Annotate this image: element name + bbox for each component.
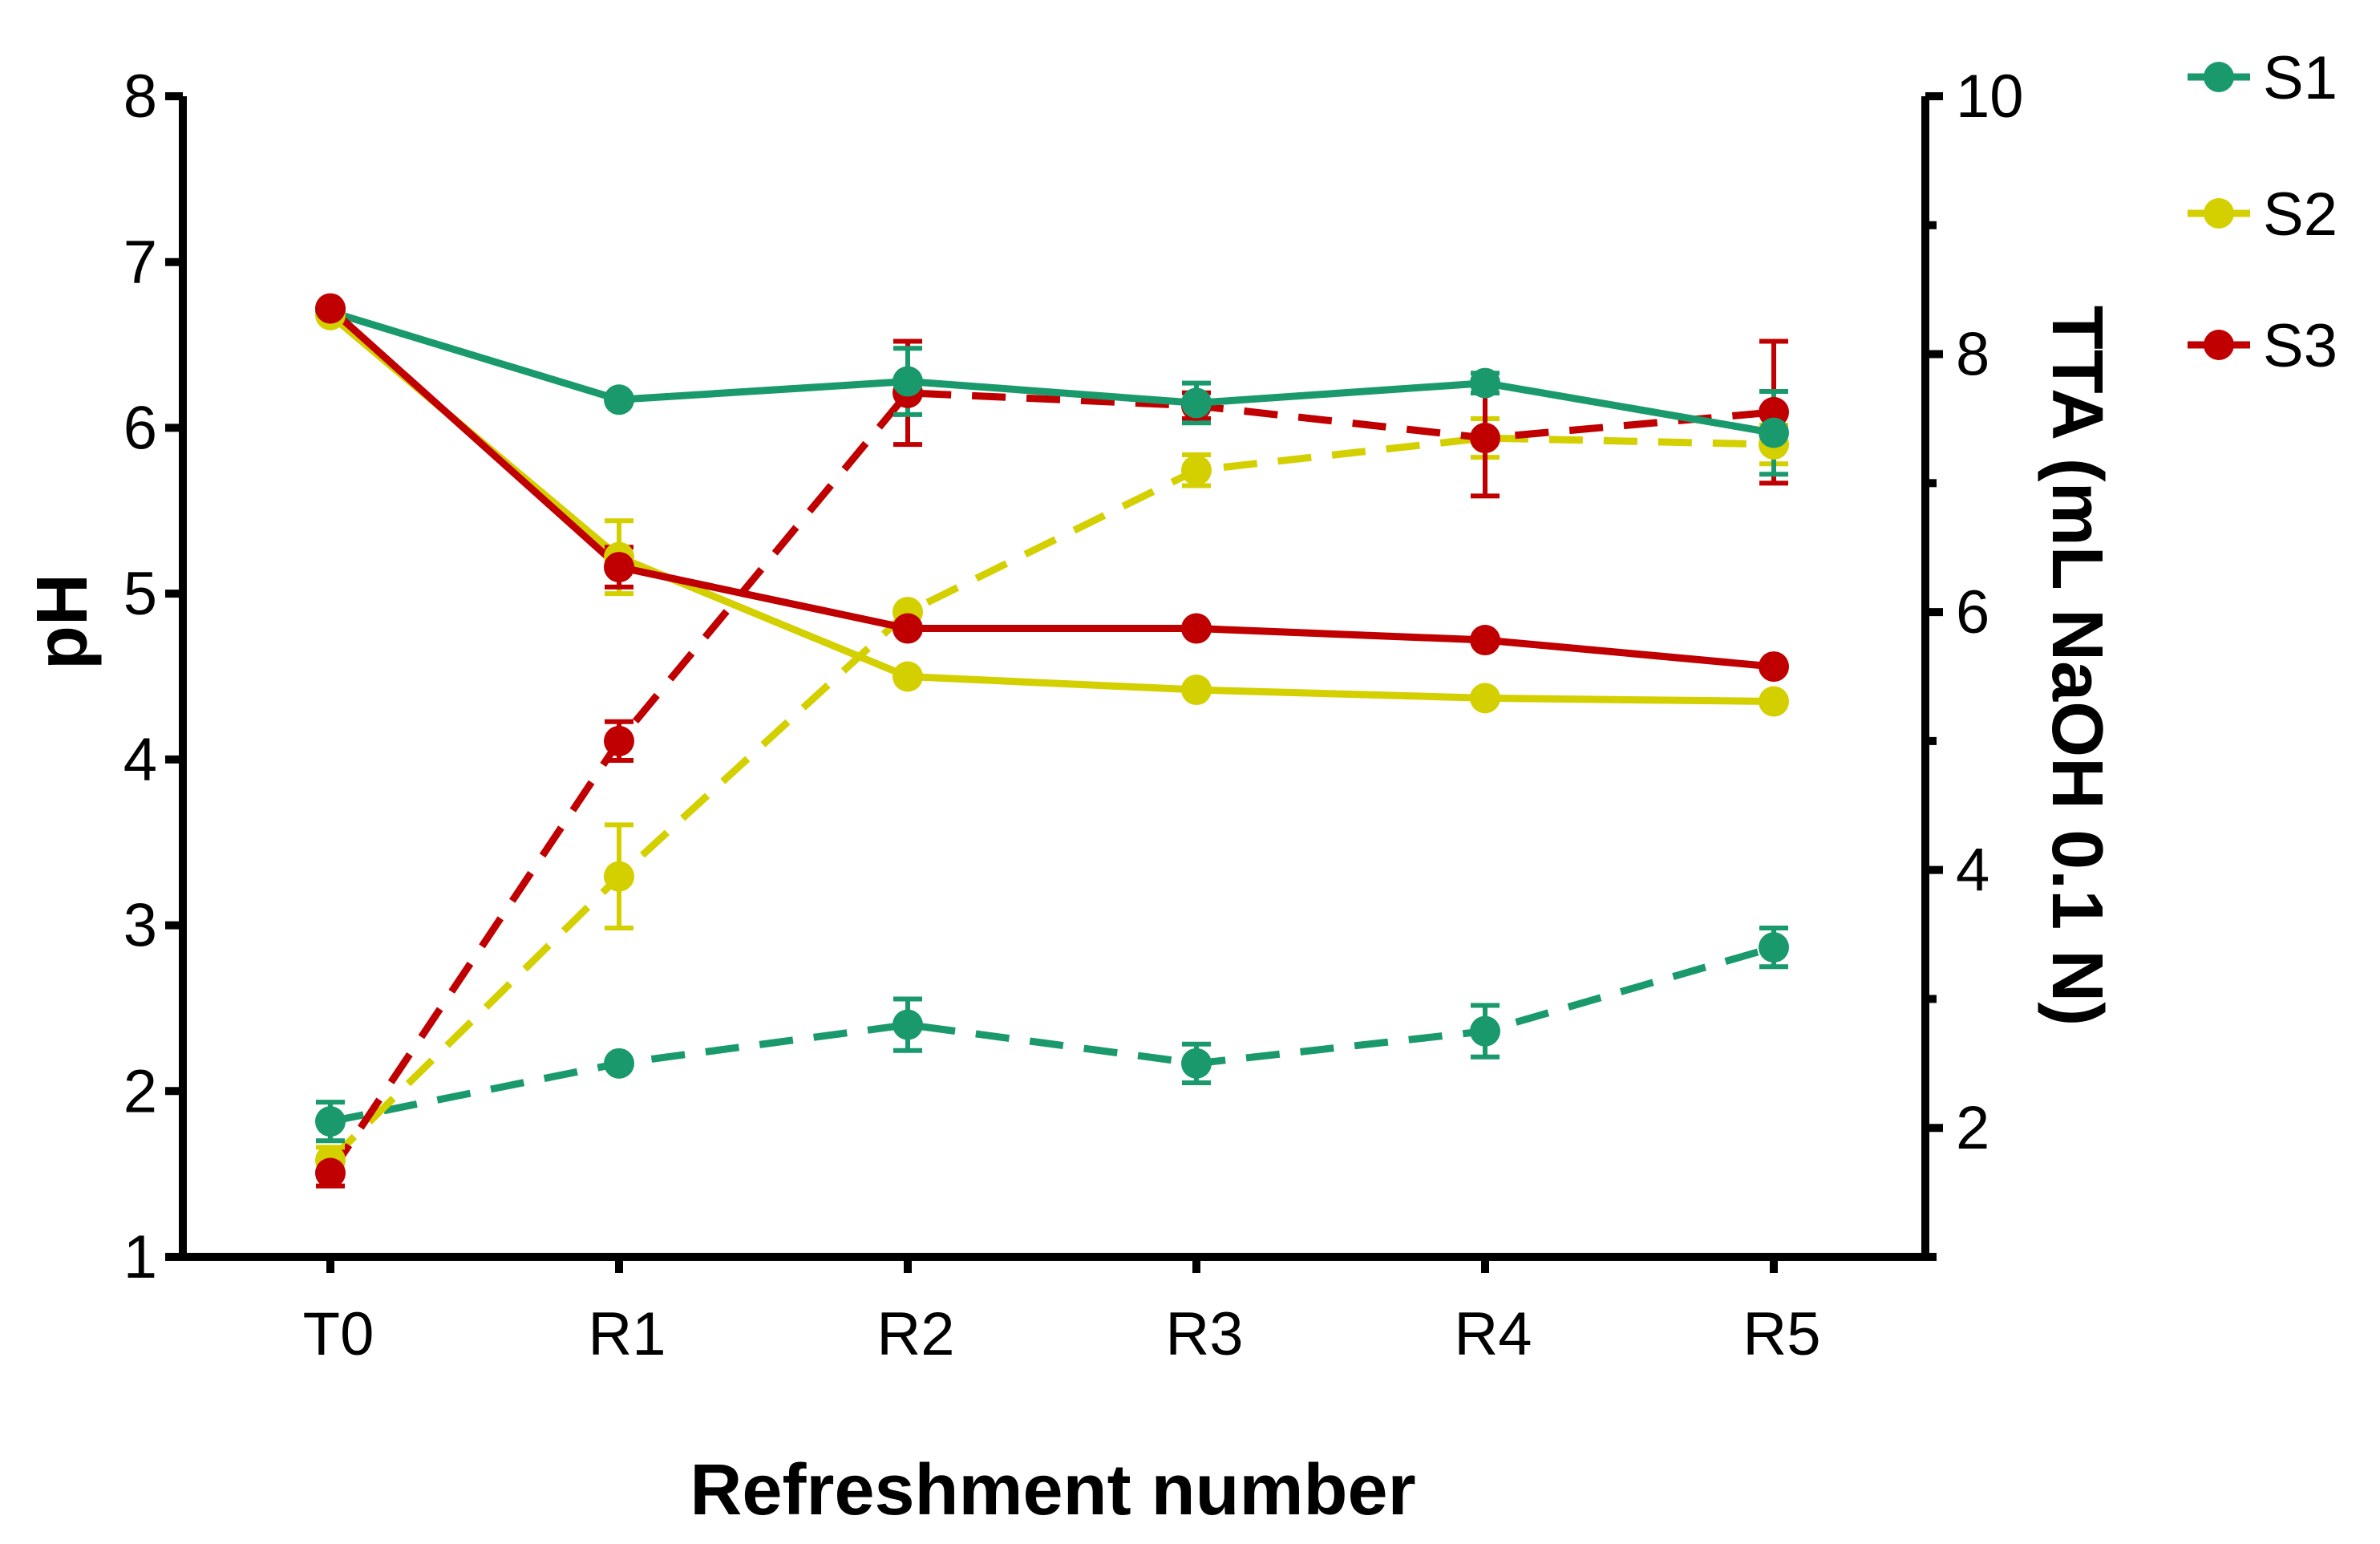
point-s3-ph xyxy=(1470,625,1500,656)
y-right-tick-label: 4 xyxy=(1956,837,1989,905)
legend-label-s1: S1 xyxy=(2263,44,2338,112)
point-s2-ph xyxy=(1470,683,1500,714)
y-right-tick-label: 10 xyxy=(1956,63,2024,131)
point-s3-ph xyxy=(1759,651,1789,683)
point-s3-ph xyxy=(892,613,923,644)
y-left-tick-label: 7 xyxy=(123,229,157,297)
x-tick-label: R2 xyxy=(876,1300,954,1368)
y-right-tick-label: 8 xyxy=(1956,321,1989,389)
legend-label-s3: S3 xyxy=(2263,312,2338,380)
y-right-tick-label: 6 xyxy=(1956,578,1989,646)
point-s2-ph xyxy=(1181,675,1212,706)
point-s2-ph xyxy=(892,661,923,692)
point-s1-tta xyxy=(604,1048,634,1079)
y-left-axis-title: pH xyxy=(22,573,103,670)
y-right-tick-label: 2 xyxy=(1956,1094,1989,1162)
point-s1-tta xyxy=(315,1106,346,1137)
series-errorbars xyxy=(316,338,1788,1189)
point-s2-tta xyxy=(604,861,634,892)
legend-marker-s1 xyxy=(2204,62,2234,92)
y-left-tick-label: 3 xyxy=(123,892,157,960)
ticks: 1 2 3 4 5 6 7 8 2 4 6 8 10 T0 R1 R2 R3 R4 R5 xyxy=(123,63,2024,1368)
series-line-s2-tta xyxy=(327,434,1775,1163)
point-s1-tta xyxy=(1470,1015,1500,1047)
point-s1-ph xyxy=(1181,387,1212,419)
axes xyxy=(179,96,1929,1261)
legend-marker-s2 xyxy=(2204,198,2234,229)
series-line-s1-tta xyxy=(330,943,1775,1125)
y-left-tick-label: 4 xyxy=(123,726,157,794)
legend-label-s2: S2 xyxy=(2263,180,2338,249)
y-left-tick-label: 6 xyxy=(123,394,157,462)
x-tick-label: R1 xyxy=(588,1300,666,1368)
point-s1-ph xyxy=(604,384,634,415)
legend: S1 S2 S3 xyxy=(2188,44,2338,380)
point-s3-ph xyxy=(315,293,346,324)
series-line-s3-ph xyxy=(327,306,1775,671)
series-line-s2-ph xyxy=(328,312,1775,706)
point-s1-tta xyxy=(1181,1048,1212,1079)
series-points xyxy=(315,293,1789,1189)
point-s3-tta xyxy=(315,1157,346,1189)
x-tick-label: T0 xyxy=(303,1300,374,1368)
legend-marker-s3 xyxy=(2204,330,2234,360)
point-s2-ph xyxy=(1759,686,1789,717)
y-left-tick-label: 5 xyxy=(123,560,157,628)
point-s1-ph xyxy=(1470,367,1500,399)
x-tick-label: R3 xyxy=(1165,1300,1243,1368)
point-s1-ph xyxy=(1759,417,1789,448)
y-right-axis-title: TTA (mL NaOH 0.1 N) xyxy=(2037,306,2117,1026)
point-s1-tta xyxy=(1759,932,1789,963)
y-left-tick-label: 2 xyxy=(123,1057,157,1125)
x-tick-label: R5 xyxy=(1742,1300,1820,1368)
point-s3-ph xyxy=(604,552,634,583)
point-s3-ph xyxy=(1181,613,1212,644)
point-s1-ph xyxy=(892,366,923,397)
y-left-tick-label: 8 xyxy=(123,63,157,131)
series-line-s1-ph xyxy=(329,308,1775,437)
point-s3-tta xyxy=(604,725,634,756)
point-s2-tta xyxy=(1181,455,1212,486)
series-line-s3-tta xyxy=(327,389,1775,1175)
x-tick-label: R4 xyxy=(1454,1300,1532,1368)
point-s1-tta xyxy=(892,1009,923,1040)
x-axis-title: Refreshment number xyxy=(690,1450,1415,1530)
point-s3-tta xyxy=(1470,423,1500,454)
y-left-tick-label: 1 xyxy=(123,1223,157,1291)
series-lines xyxy=(327,306,1775,1175)
